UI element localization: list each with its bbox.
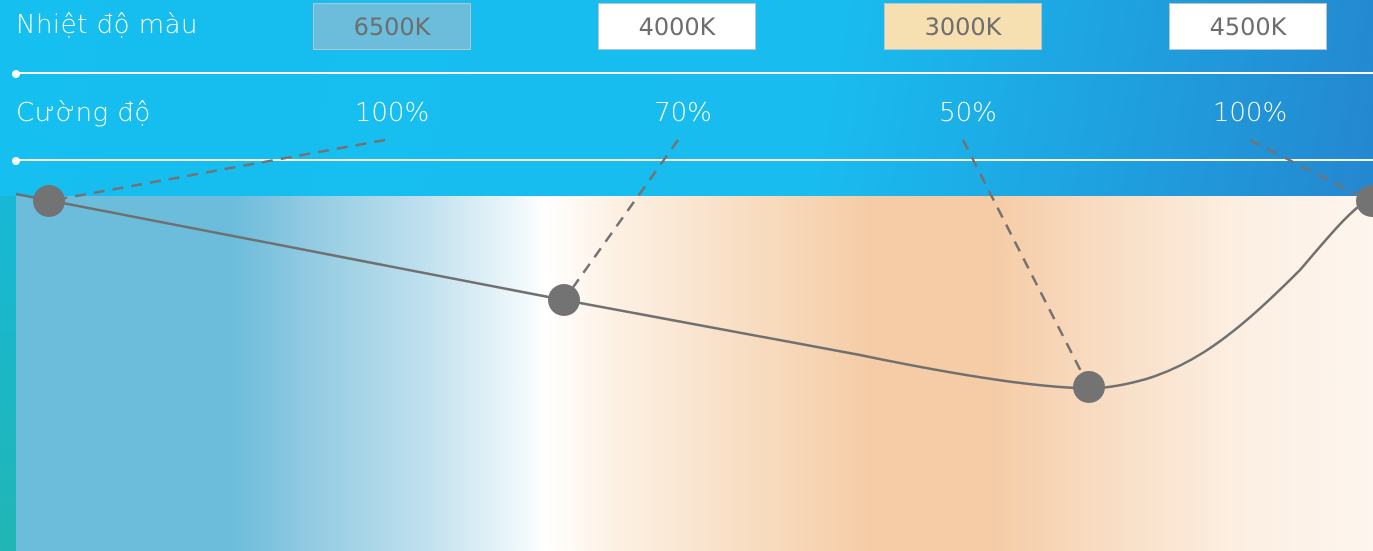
divider-dot-2 xyxy=(12,157,20,165)
temperature-box-3: 3000K xyxy=(884,3,1042,50)
intensity-value-2: 70% xyxy=(654,98,712,128)
connector-2 xyxy=(562,139,680,301)
temperature-row-label: Nhiệt độ màu xyxy=(16,10,199,40)
connector-1 xyxy=(48,138,386,203)
divider-2 xyxy=(16,159,1373,161)
intensity-value-1: 100% xyxy=(354,98,430,128)
curve-point-1 xyxy=(33,185,65,217)
left-accent-strip xyxy=(0,196,16,551)
intensity-value-3: 50% xyxy=(939,98,997,128)
curve-point-2 xyxy=(548,284,580,316)
connector-3 xyxy=(961,139,1091,388)
divider-dot-1 xyxy=(12,70,20,78)
intensity-value-4: 100% xyxy=(1212,98,1288,128)
intensity-curve xyxy=(15,192,1373,390)
curve-point-4 xyxy=(1356,185,1373,217)
intensity-row-label: Cường độ xyxy=(16,98,151,128)
temperature-box-2: 4000K xyxy=(598,3,756,50)
divider-1 xyxy=(16,72,1373,74)
temperature-box-4: 4500K xyxy=(1169,3,1327,50)
intensity-gradient-area xyxy=(16,196,1373,551)
connector-4 xyxy=(1249,138,1371,203)
curve-point-3 xyxy=(1073,371,1105,403)
temperature-box-1: 6500K xyxy=(313,3,471,50)
